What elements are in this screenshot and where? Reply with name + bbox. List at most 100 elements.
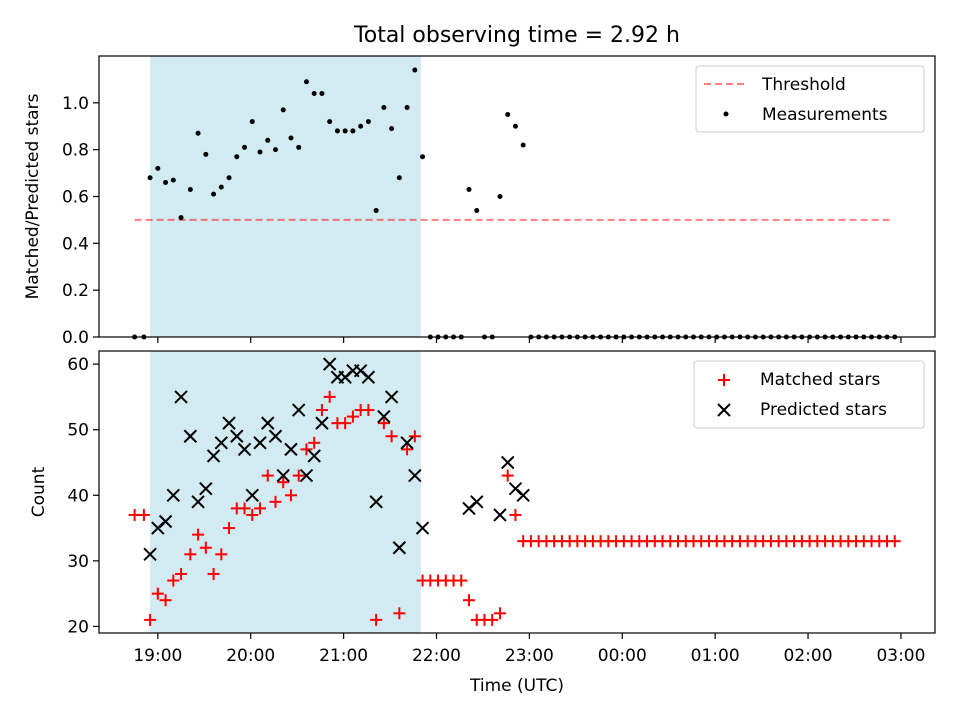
predicted-star-point — [206, 449, 221, 463]
predicted-star-point — [493, 508, 507, 522]
predicted-star-point — [299, 468, 314, 483]
matched-star-point — [393, 607, 406, 620]
ratio-y-axis: 0.0 0.2 0.4 0.6 0.8 1.0 — [62, 94, 99, 348]
matched-star-point — [888, 535, 901, 548]
count-panel: 20 30 40 50 60 19:00 20:00 21:00 22:00 23:00 00:0… — [29, 350, 936, 696]
x-tick-label: 02:00 — [784, 646, 833, 666]
measurement-point — [163, 179, 169, 185]
measurement-point — [319, 90, 325, 96]
measurement-point — [497, 194, 503, 199]
measurement-point — [288, 135, 294, 141]
x-tick-label: 01:00 — [691, 646, 740, 666]
predicted-star-point — [183, 429, 198, 443]
measurement-point — [265, 137, 271, 143]
observing-window-shade — [150, 56, 422, 337]
predicted-star-point — [415, 521, 430, 535]
x-axis-label: Time (UTC) — [469, 676, 564, 696]
count-y-axis: 20 30 40 50 60 — [67, 355, 99, 637]
predicted-star-point — [230, 429, 244, 443]
matched-star-point — [151, 587, 164, 600]
legend-matched-swatch — [718, 374, 730, 386]
matched-star-point — [238, 502, 251, 515]
predicted-star-point — [174, 390, 188, 404]
matched-star-point — [401, 443, 414, 456]
x-tick-label: 21:00 — [319, 646, 368, 666]
ratio-legend-box — [695, 65, 925, 133]
y-tick-label: 50 — [67, 421, 89, 441]
measurement-point — [226, 175, 232, 181]
count-y-label: Count — [29, 466, 49, 517]
matched-star-point — [315, 404, 328, 417]
matched-star-point — [215, 548, 228, 561]
measurement-point — [311, 90, 317, 96]
measurement-point — [350, 128, 356, 134]
y-tick-label: 30 — [67, 552, 89, 572]
predicted-star-point — [315, 416, 329, 430]
ratio-legend: Threshold Measurements — [695, 65, 925, 133]
matched-star-point — [261, 469, 274, 482]
measurement-point — [358, 123, 364, 129]
count-legend: Matched stars Predicted stars — [693, 360, 925, 429]
legend-predicted-label: Predicted stars — [760, 400, 887, 420]
y-tick-label: 60 — [67, 355, 89, 375]
measurement-point — [342, 128, 348, 134]
matched-star-point — [137, 508, 150, 521]
predicted-star-point — [245, 488, 259, 502]
predicted-star-point — [361, 370, 376, 384]
legend-matched-label: Matched stars — [760, 370, 880, 390]
count-marks — [128, 357, 901, 626]
predicted-star-point — [408, 468, 422, 483]
measurement-point — [466, 186, 472, 192]
matched-star-point — [377, 417, 390, 430]
measurement-point — [155, 165, 161, 171]
predicted-star-point — [516, 488, 530, 502]
matched-star-point — [408, 430, 421, 443]
measurement-point — [296, 144, 302, 150]
y-tick-label: 0.8 — [62, 141, 89, 161]
ratio-y-label: Matched/Predicted stars — [23, 93, 43, 299]
matched-star-point — [292, 469, 305, 482]
predicted-star-point — [384, 390, 399, 404]
measurement-point — [272, 147, 278, 153]
measurement-point — [474, 208, 480, 214]
matched-star-point — [493, 607, 506, 620]
matched-star-point — [486, 613, 499, 626]
legend-measurements-swatch — [723, 111, 729, 117]
x-tick-label: 03:00 — [876, 646, 925, 666]
matched-star-point — [370, 613, 383, 626]
predicted-star-point — [400, 436, 414, 450]
predicted-star-point — [284, 442, 298, 457]
matched-star-point — [385, 430, 398, 443]
measurement-point — [218, 184, 224, 190]
measurement-point — [389, 126, 395, 132]
matched-star-point — [199, 541, 212, 554]
predicted-star-point — [191, 495, 205, 509]
matched-star-point — [339, 417, 352, 430]
x-tick-label: 00:00 — [598, 646, 647, 666]
measurement-point — [249, 119, 255, 125]
matched-star-point — [308, 436, 321, 449]
predicted-star-point — [392, 541, 407, 555]
measurement-point — [234, 154, 240, 160]
predicted-star-point — [470, 495, 484, 509]
predicted-star-point — [377, 409, 391, 424]
x-tick-label: 20:00 — [226, 646, 275, 666]
predicted-star-point — [261, 416, 275, 430]
matched-star-point — [223, 522, 236, 535]
predicted-star-point — [237, 442, 252, 457]
ratio-x-ticks — [157, 337, 902, 343]
measurement-point — [373, 208, 379, 214]
predicted-star-point — [307, 449, 321, 463]
matched-star-point — [284, 489, 297, 502]
predicted-star-point — [268, 429, 283, 443]
matched-star-point — [501, 469, 514, 482]
y-tick-label: 1.0 — [62, 94, 89, 114]
measurement-point — [211, 191, 217, 197]
predicted-star-point — [501, 455, 515, 470]
predicted-star-point — [199, 482, 213, 496]
measurement-point — [505, 112, 511, 118]
predicted-star-point — [369, 495, 383, 509]
y-tick-label: 0.2 — [62, 281, 89, 301]
y-tick-label: 20 — [67, 617, 89, 637]
